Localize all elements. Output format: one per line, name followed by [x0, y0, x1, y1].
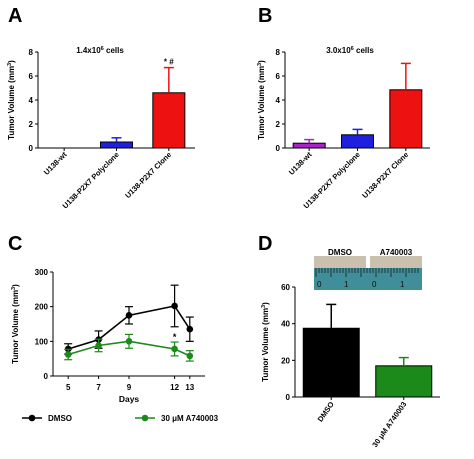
y-tick-label: 2 — [276, 120, 281, 129]
legend-marker — [141, 414, 149, 422]
x-tick-label: U138-P2X7 Clone — [360, 150, 410, 200]
y-tick-label: 200 — [35, 303, 49, 312]
data-point — [125, 312, 133, 319]
ruler-label: 0 — [317, 280, 322, 289]
legend-marker — [28, 414, 36, 422]
y-tick-label: 0 — [276, 144, 281, 153]
x-tick-label: 5 — [66, 383, 71, 392]
x-tick-label: 12 — [170, 383, 179, 392]
data-point — [186, 325, 194, 333]
photo-label-dmso: DMSO — [328, 248, 352, 257]
y-tick-label: 40 — [281, 320, 290, 329]
ruler-label: 0 — [372, 280, 377, 289]
y-tick-label: 0 — [286, 393, 291, 402]
bar — [389, 89, 423, 149]
legend-label: DMSO — [48, 414, 72, 423]
x-tick-label: DMSO — [316, 400, 336, 424]
x-tick-label: 9 — [127, 383, 132, 392]
x-tick-label: U138-wt — [42, 150, 69, 177]
x-tick-label: U138-P2X7 Clone — [123, 150, 173, 200]
y-tick-label: 60 — [281, 283, 290, 292]
data-point — [125, 338, 133, 345]
panel-c: C 0 100 200 300 5 7 9 12 13 Days Tumor Volume (mm3… — [8, 233, 219, 423]
y-tick-label: 100 — [35, 337, 49, 346]
data-point — [171, 345, 178, 353]
ruler-label: 1 — [344, 280, 349, 289]
bar — [152, 92, 186, 149]
bar — [292, 142, 326, 149]
y-tick-label: 0 — [29, 144, 34, 153]
panel-label-b: B — [258, 5, 272, 27]
y-tick-label: 6 — [29, 72, 34, 81]
panel-label-d: D — [258, 233, 272, 255]
x-tick-label: U138-P2X7 Polyclone — [61, 150, 121, 210]
significance-mark: * — [173, 332, 177, 342]
x-tick-label: U138-wt — [287, 150, 314, 177]
panel-d: D 0 1 0 1 DMSO A740003 0 20 40 60 DMSO 30 μM … — [258, 233, 440, 449]
y-tick-label: 300 — [35, 268, 49, 277]
x-tick-label: 13 — [185, 383, 194, 392]
data-point — [64, 351, 72, 358]
panel-label-a: A — [8, 5, 22, 27]
panel-label-c: C — [8, 233, 22, 255]
data-point — [171, 302, 178, 310]
y-tick-label: 8 — [276, 48, 281, 57]
y-tick-label: 0 — [44, 372, 49, 381]
y-tick-label: 4 — [29, 96, 34, 105]
y-tick-label: 20 — [281, 356, 290, 365]
data-point — [95, 342, 102, 349]
data-point — [186, 352, 194, 360]
y-tick-label: 2 — [29, 120, 34, 129]
y-tick-label: 6 — [276, 72, 281, 81]
photo-label-a740003: A740003 — [380, 248, 413, 257]
ruler-label: 1 — [400, 280, 405, 289]
bar — [100, 141, 133, 149]
bar — [341, 134, 374, 149]
bar — [375, 365, 433, 398]
significance-mark: * # — [164, 58, 174, 67]
ruler-ticks — [315, 268, 419, 277]
legend-label: 30 μM A740003 — [161, 414, 219, 423]
chart-title: 3.0x106 cells — [326, 46, 374, 55]
y-axis-label: Tumor Volume (mm3) — [11, 284, 20, 364]
y-axis-label: Tumor Volume (mm3) — [257, 60, 266, 140]
chart-title: 1.4x106 cells — [76, 46, 124, 55]
x-tick-label: 30 μM A740003 — [370, 400, 408, 449]
y-tick-label: 8 — [29, 48, 34, 57]
x-axis-label: Days — [119, 394, 140, 404]
bar — [302, 327, 360, 398]
y-axis-label: Tumor Volume (mm3) — [261, 302, 270, 382]
ruler: 0 1 0 1 — [314, 268, 422, 290]
y-tick-label: 4 — [276, 96, 281, 105]
x-tick-label: 7 — [96, 383, 101, 392]
y-axis-label: Tumor Volume (mm3) — [7, 60, 16, 140]
